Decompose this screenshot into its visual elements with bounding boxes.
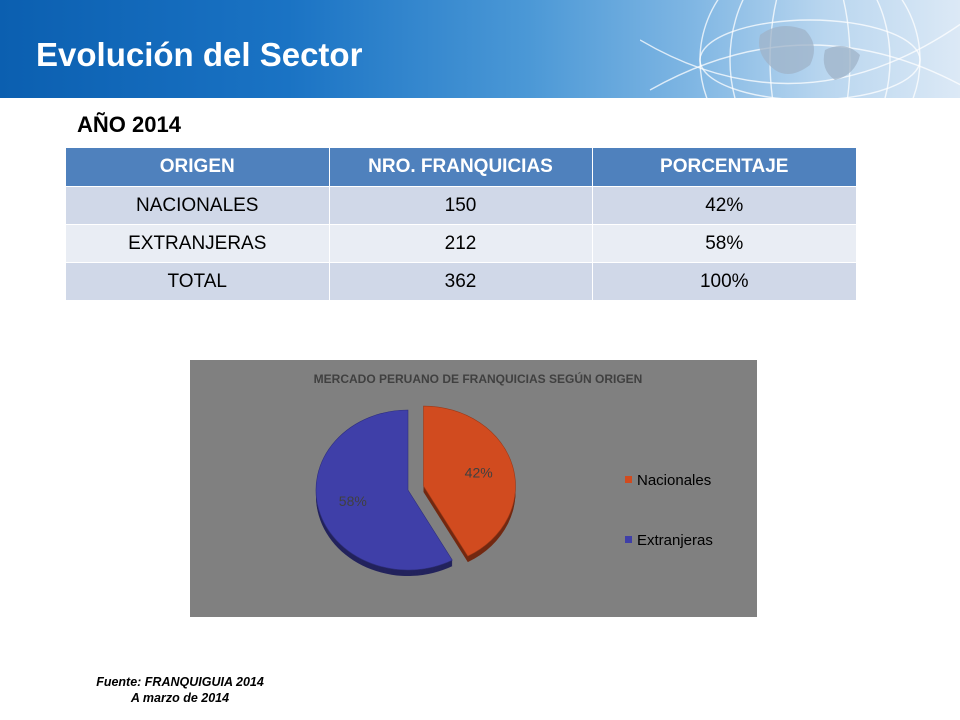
globe-graphic bbox=[640, 0, 960, 98]
table-cell: EXTRANJERAS bbox=[66, 224, 330, 263]
table-row: TOTAL 362 100% bbox=[66, 262, 856, 300]
table-cell: 212 bbox=[329, 224, 593, 263]
legend-label-nacionales: Nacionales bbox=[637, 472, 711, 489]
legend-swatch-nacionales bbox=[625, 476, 632, 483]
column-header-origen: ORIGEN bbox=[66, 148, 330, 187]
column-header-nro-franquicias: NRO. FRANQUICIAS bbox=[329, 148, 593, 187]
source-text: Fuente: FRANQUIGUIA 2014 bbox=[96, 675, 264, 689]
pie-slice-extranjeras bbox=[315, 409, 453, 576]
table-cell: 150 bbox=[329, 186, 593, 225]
table-cell: 58% bbox=[592, 224, 856, 263]
column-header-porcentaje: PORCENTAJE bbox=[592, 148, 856, 187]
year-label: AÑO 2014 bbox=[77, 112, 181, 137]
franchise-table: ORIGEN NRO. FRANQUICIAS PORCENTAJE NACIO… bbox=[66, 148, 856, 300]
data-label-nacionales: 42% bbox=[465, 464, 493, 480]
table-row: NACIONALES 150 42% bbox=[66, 186, 856, 225]
header-banner: Evolución del Sector bbox=[0, 0, 960, 98]
pie-chart: MERCADO PERUANO DE FRANQUICIAS SEGÚN ORI… bbox=[190, 360, 757, 617]
source-footer: Fuente: FRANQUIGUIA 2014 A marzo de 2014 bbox=[60, 674, 300, 706]
table-cell: TOTAL bbox=[66, 262, 330, 300]
table-cell: NACIONALES bbox=[66, 186, 330, 225]
page-title: Evolución del Sector bbox=[36, 36, 363, 73]
chart-title: MERCADO PERUANO DE FRANQUICIAS SEGÚN ORI… bbox=[314, 371, 643, 386]
data-label-extranjeras: 58% bbox=[339, 493, 367, 509]
table-cell: 100% bbox=[592, 262, 856, 300]
legend-swatch-extranjeras bbox=[625, 536, 632, 543]
table-header-row: ORIGEN NRO. FRANQUICIAS PORCENTAJE bbox=[66, 148, 856, 187]
table-row: EXTRANJERAS 212 58% bbox=[66, 224, 856, 263]
table-cell: 362 bbox=[329, 262, 593, 300]
pie-slice-nacionales bbox=[423, 405, 516, 563]
date-text: A marzo de 2014 bbox=[130, 691, 230, 705]
pie-chart-svg: MERCADO PERUANO DE FRANQUICIAS SEGÚN ORI… bbox=[314, 371, 713, 576]
table-cell: 42% bbox=[592, 186, 856, 225]
legend-label-extranjeras: Extranjeras bbox=[637, 532, 713, 549]
